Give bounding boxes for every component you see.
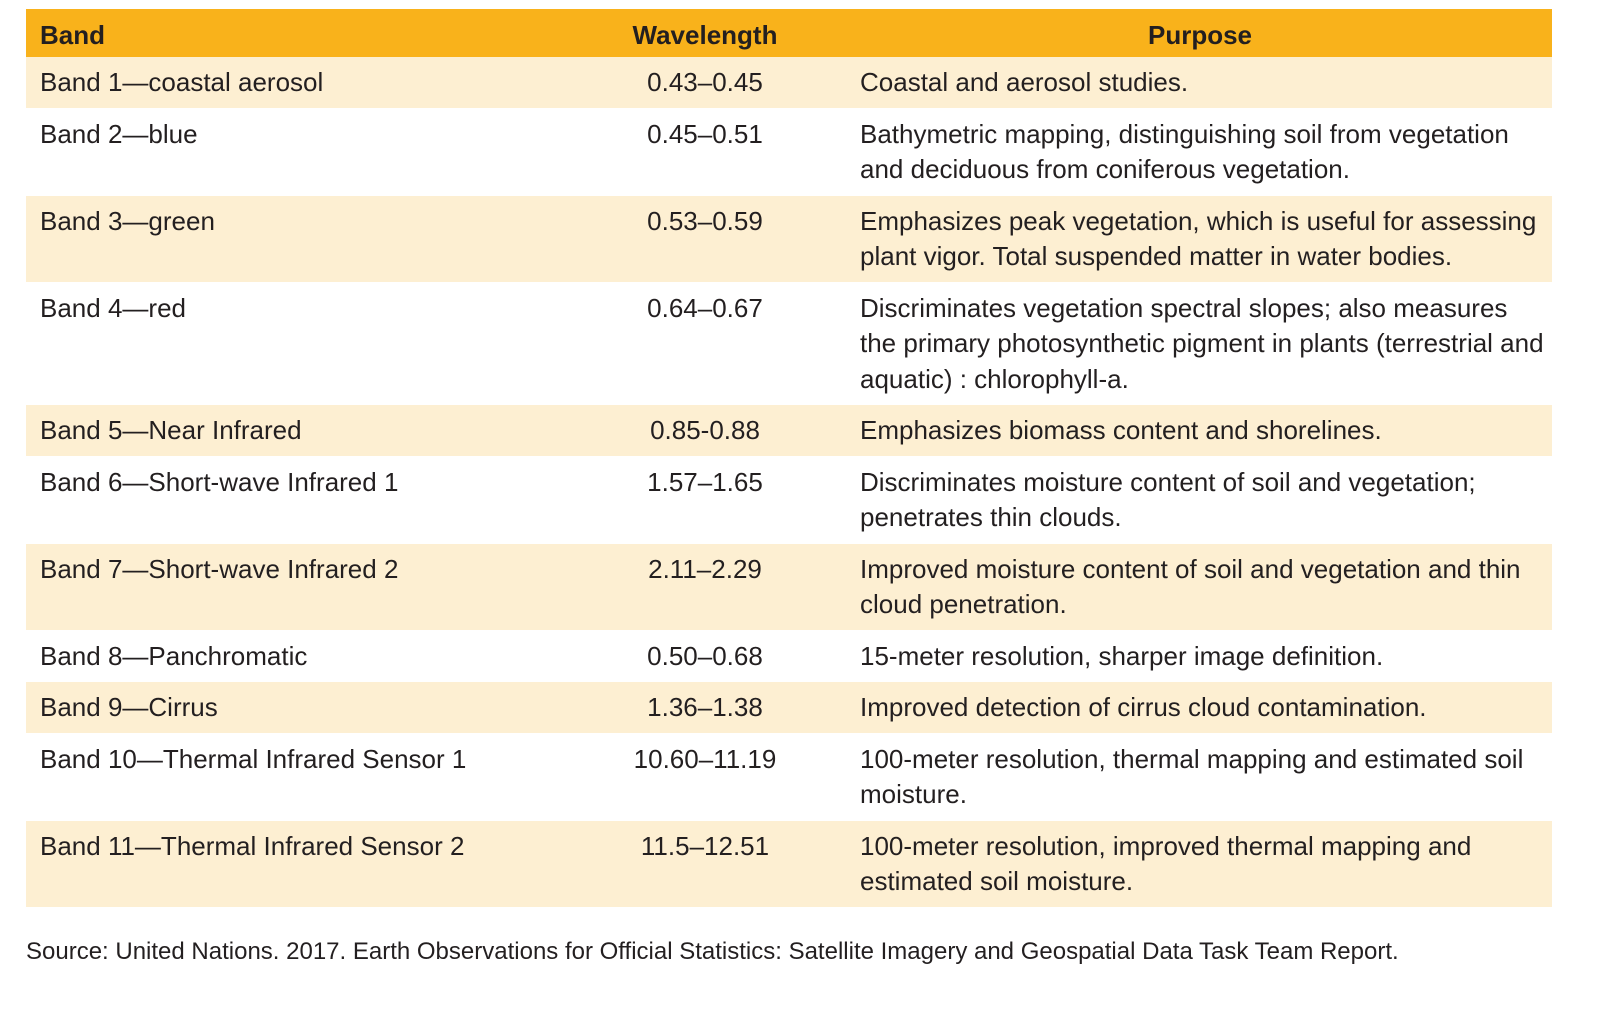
wavelength-cell: 11.5–12.51 [640,830,770,861]
wavelength-cell: 0.64–0.67 [647,292,763,323]
table-row: Band 9—Cirrus 1.36–1.38 Improved detecti… [26,681,1552,733]
band-cell: Band 5—Near Infrared [40,415,302,445]
band-cell: Band 4—red [40,292,186,323]
purpose-cell: Discriminates vegetation spectral slopes… [860,292,1544,394]
purpose-cell: 15-meter resolution, sharper image defin… [860,640,1384,671]
wavelength-cell: 10.60–11.19 [633,743,777,774]
wavelength-cell: 1.57–1.65 [647,466,763,497]
wavelength-cell: 1.36–1.38 [647,692,763,722]
band-cell: Band 3—green [40,205,215,236]
table-header-row: Band Wavelength Purpose [26,9,1552,57]
band-cell: Band 10—Thermal Infrared Sensor 1 [40,743,467,774]
column-header-purpose: Purpose [1147,19,1253,50]
table-row: Band 11—Thermal Infrared Sensor 2 11.5–1… [26,820,1552,907]
table-row: Band 8—Panchromatic 0.50–0.68 15-meter r… [26,630,1552,682]
purpose-cell: Improved moisture content of soil and ve… [860,553,1521,620]
landsat-bands-table: Band Wavelength Purpose Band 1—coastal a… [26,9,1552,908]
band-cell: Band 11—Thermal Infrared Sensor 2 [40,830,465,861]
band-cell: Band 9—Cirrus [40,692,218,722]
column-header-wavelength: Wavelength [632,19,778,50]
band-cell: Band 6—Short-wave Infrared 1 [40,466,399,497]
purpose-cell: Discriminates moisture content of soil a… [860,466,1476,533]
wavelength-cell: 2.11–2.29 [648,553,762,584]
table-row: Band 3—green 0.53–0.59 Emphasizes peak v… [26,195,1552,282]
band-cell: Band 1—coastal aerosol [40,67,324,97]
table-row: Band 1—coastal aerosol 0.43–0.45 Coastal… [26,57,1552,108]
table-header: Band Wavelength Purpose [26,9,1552,57]
table-row: Band 2—blue 0.45–0.51 Bathymetric mappin… [26,108,1552,195]
table-row: Band 10—Thermal Infrared Sensor 1 10.60–… [26,733,1552,820]
wavelength-cell: 0.45–0.51 [647,118,763,149]
band-cell: Band 8—Panchromatic [40,640,308,671]
purpose-cell: Emphasizes peak vegetation, which is use… [860,205,1537,272]
table-row: Band 7—Short-wave Infrared 2 2.11–2.29 I… [26,543,1552,630]
purpose-cell: Improved detection of cirrus cloud conta… [860,692,1427,722]
wavelength-cell: 0.85-0.88 [650,415,760,445]
table-row: Band 4—red 0.64–0.67 Discriminates veget… [26,282,1552,405]
wavelength-cell: 0.50–0.68 [647,640,763,671]
band-cell: Band 2—blue [40,118,198,149]
purpose-cell: Bathymetric mapping, distinguishing soil… [860,118,1509,185]
wavelength-cell: 0.53–0.59 [647,205,763,236]
purpose-cell: Emphasizes biomass content and shoreline… [860,415,1382,445]
column-header-band: Band [40,19,105,50]
landsat-bands-table-container: Band Wavelength Purpose Band 1—coastal a… [26,9,1552,908]
table-row: Band 5—Near Infrared 0.85-0.88 Emphasize… [26,404,1552,456]
source-citation: Source: United Nations. 2017. Earth Obse… [26,938,1399,965]
table-body: Band 1—coastal aerosol 0.43–0.45 Coastal… [26,57,1552,907]
wavelength-cell: 0.43–0.45 [647,67,763,97]
band-cell: Band 7—Short-wave Infrared 2 [40,553,399,584]
table-row: Band 6—Short-wave Infrared 1 1.57–1.65 D… [26,456,1552,543]
purpose-cell: 100-meter resolution, thermal mapping an… [860,743,1524,810]
purpose-cell: 100-meter resolution, improved thermal m… [860,830,1472,897]
purpose-cell: Coastal and aerosol studies. [860,67,1189,97]
